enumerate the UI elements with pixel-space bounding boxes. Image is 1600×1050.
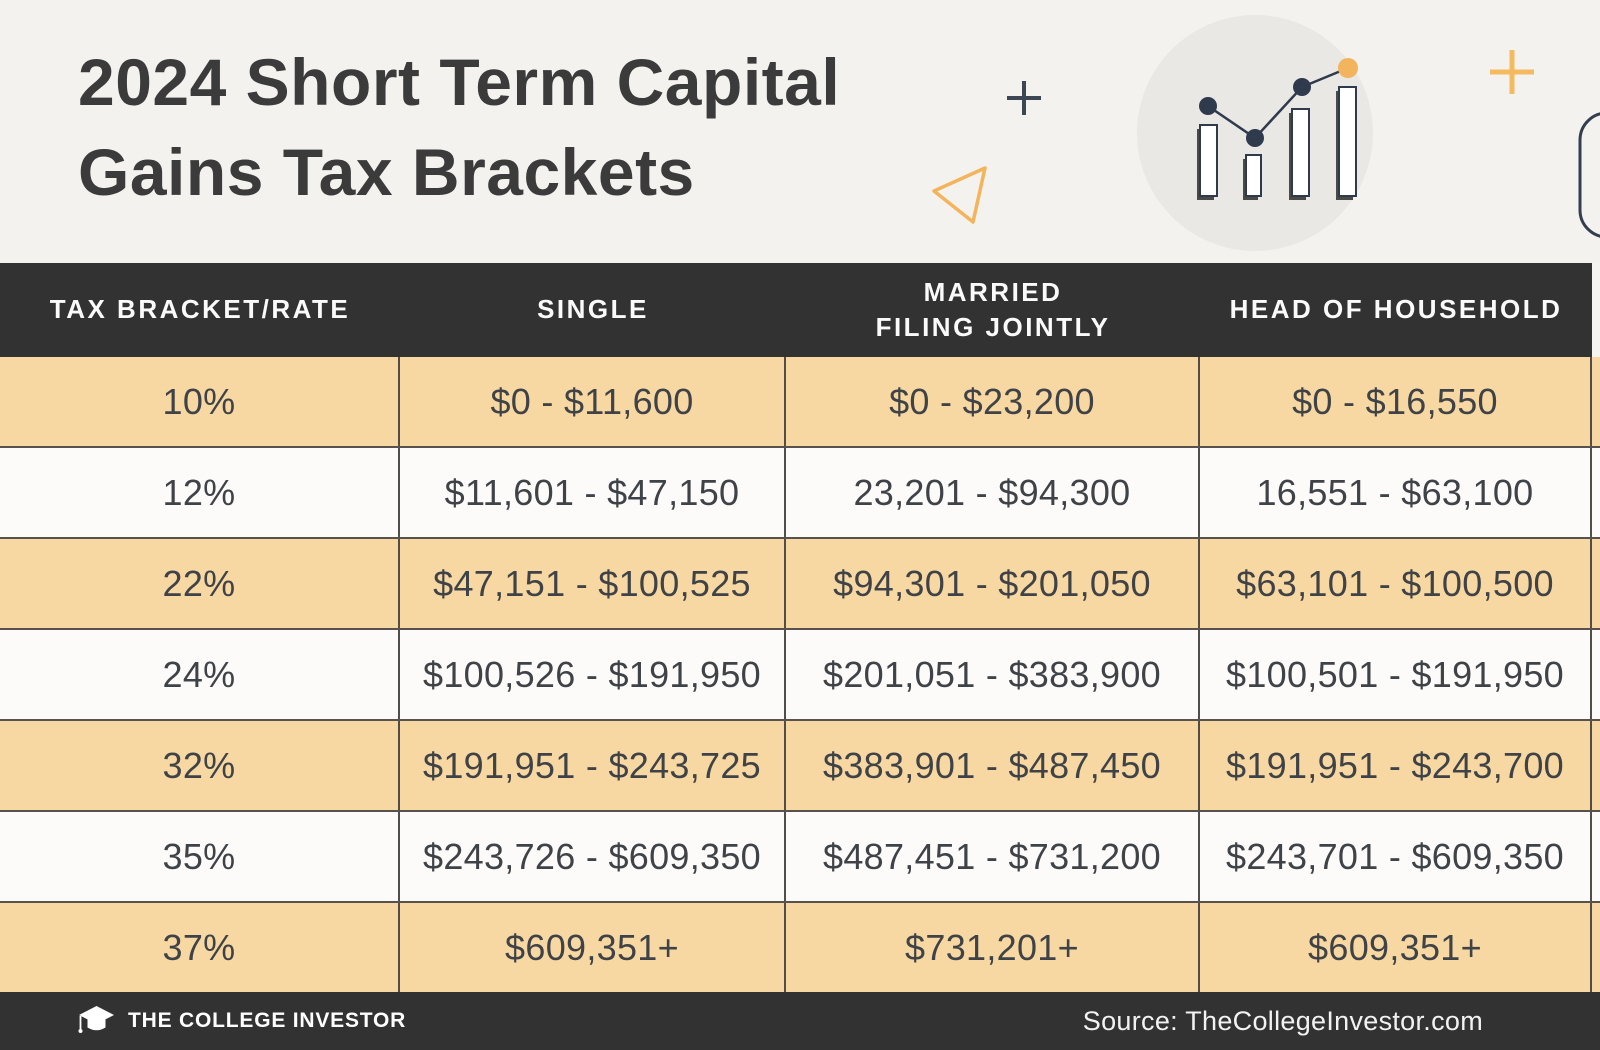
cell-income-range: $487,451 - $731,200 — [786, 812, 1200, 901]
column-header-head-of-household: HEAD OF HOUSEHOLD — [1229, 294, 1563, 325]
cell-tax-rate: 37% — [0, 903, 400, 992]
cell-tax-rate: 10% — [0, 357, 400, 446]
cell-income-range: $383,901 - $487,450 — [786, 721, 1200, 810]
cell-income-range: $63,101 - $100,500 — [1200, 539, 1592, 628]
triangle-outline-icon — [932, 166, 987, 224]
graduation-cap-icon — [78, 1005, 114, 1033]
brand-name: THE COLLEGE INVESTOR — [128, 1009, 407, 1032]
cell-income-range: $0 - $23,200 — [786, 357, 1200, 446]
row-edge-strip — [1592, 539, 1600, 628]
cell-income-range: $100,526 - $191,950 — [400, 630, 786, 719]
cell-income-range: $11,601 - $47,150 — [400, 448, 786, 537]
table-row: 12% $11,601 - $47,150 23,201 - $94,300 16,5… — [0, 446, 1600, 537]
table-body: 10% $0 - $11,600 $0 - $23,200 $0 - $16,550 1… — [0, 357, 1600, 992]
row-edge-strip — [1592, 812, 1600, 901]
page-title: 2024 Short Term Capital Gains Tax Bracke… — [78, 38, 840, 218]
row-edge-strip — [1592, 903, 1600, 992]
cell-tax-rate: 35% — [0, 812, 400, 901]
table-header-row: TAX BRACKET/RATE SINGLE MARRIED FILING JOIN… — [0, 263, 1600, 357]
footer-bar: THE COLLEGE INVESTOR Source: TheCollegeI… — [0, 992, 1600, 1050]
cell-tax-rate: 32% — [0, 721, 400, 810]
cell-income-range: $0 - $11,600 — [400, 357, 786, 446]
title-line-1: 2024 Short Term Capital — [78, 45, 841, 119]
cell-tax-rate: 24% — [0, 630, 400, 719]
table-row: 37% $609,351+ $731,201+ $609,351+ — [0, 901, 1600, 992]
cell-tax-rate: 22% — [0, 539, 400, 628]
cell-income-range: $47,151 - $100,525 — [400, 539, 786, 628]
cell-income-range: $100,501 - $191,950 — [1200, 630, 1592, 719]
cell-income-range: $731,201+ — [786, 903, 1200, 992]
bar-chart-trend-icon — [1137, 15, 1373, 251]
cell-tax-rate: 12% — [0, 448, 400, 537]
brand-logo: THE COLLEGE INVESTOR — [78, 1005, 406, 1038]
cell-income-range: $94,301 - $201,050 — [786, 539, 1200, 628]
header-edge-strip — [1592, 263, 1600, 357]
cell-income-range: 16,551 - $63,100 — [1200, 448, 1592, 537]
plus-icon — [1007, 81, 1041, 115]
row-edge-strip — [1592, 448, 1600, 537]
header-section: 2024 Short Term Capital Gains Tax Bracke… — [0, 0, 1600, 263]
cell-income-range: $191,951 - $243,700 — [1200, 721, 1592, 810]
cell-income-range: $0 - $16,550 — [1200, 357, 1592, 446]
row-edge-strip — [1592, 630, 1600, 719]
plus-icon — [1490, 50, 1534, 94]
table-row: 35% $243,726 - $609,350 $487,451 - $731,20… — [0, 810, 1600, 901]
source-credit: Source: TheCollegeInvestor.com — [1082, 1005, 1483, 1036]
rounded-rect-outline-icon — [1578, 112, 1600, 238]
table-row: 22% $47,151 - $100,525 $94,301 - $201,050 $… — [0, 537, 1600, 628]
table-row: 24% $100,526 - $191,950 $201,051 - $383,90… — [0, 628, 1600, 719]
column-header-married-filing-jointly: MARRIED FILING JOINTLY — [875, 276, 1111, 342]
cell-income-range: $609,351+ — [1200, 903, 1592, 992]
row-edge-strip — [1592, 357, 1600, 446]
table-row: 10% $0 - $11,600 $0 - $23,200 $0 - $16,550 — [0, 357, 1600, 446]
cell-income-range: $609,351+ — [400, 903, 786, 992]
table-row: 32% $191,951 - $243,725 $383,901 - $487,45… — [0, 719, 1600, 810]
cell-income-range: 23,201 - $94,300 — [786, 448, 1200, 537]
cell-income-range: $201,051 - $383,900 — [786, 630, 1200, 719]
column-header-single: SINGLE — [537, 294, 649, 325]
column-header-tax-bracket-rate: TAX BRACKET/RATE — [49, 294, 351, 325]
cell-income-range: $243,726 - $609,350 — [400, 812, 786, 901]
cell-income-range: $243,701 - $609,350 — [1200, 812, 1592, 901]
cell-income-range: $191,951 - $243,725 — [400, 721, 786, 810]
title-line-2: Gains Tax Brackets — [78, 134, 695, 209]
row-edge-strip — [1592, 721, 1600, 810]
